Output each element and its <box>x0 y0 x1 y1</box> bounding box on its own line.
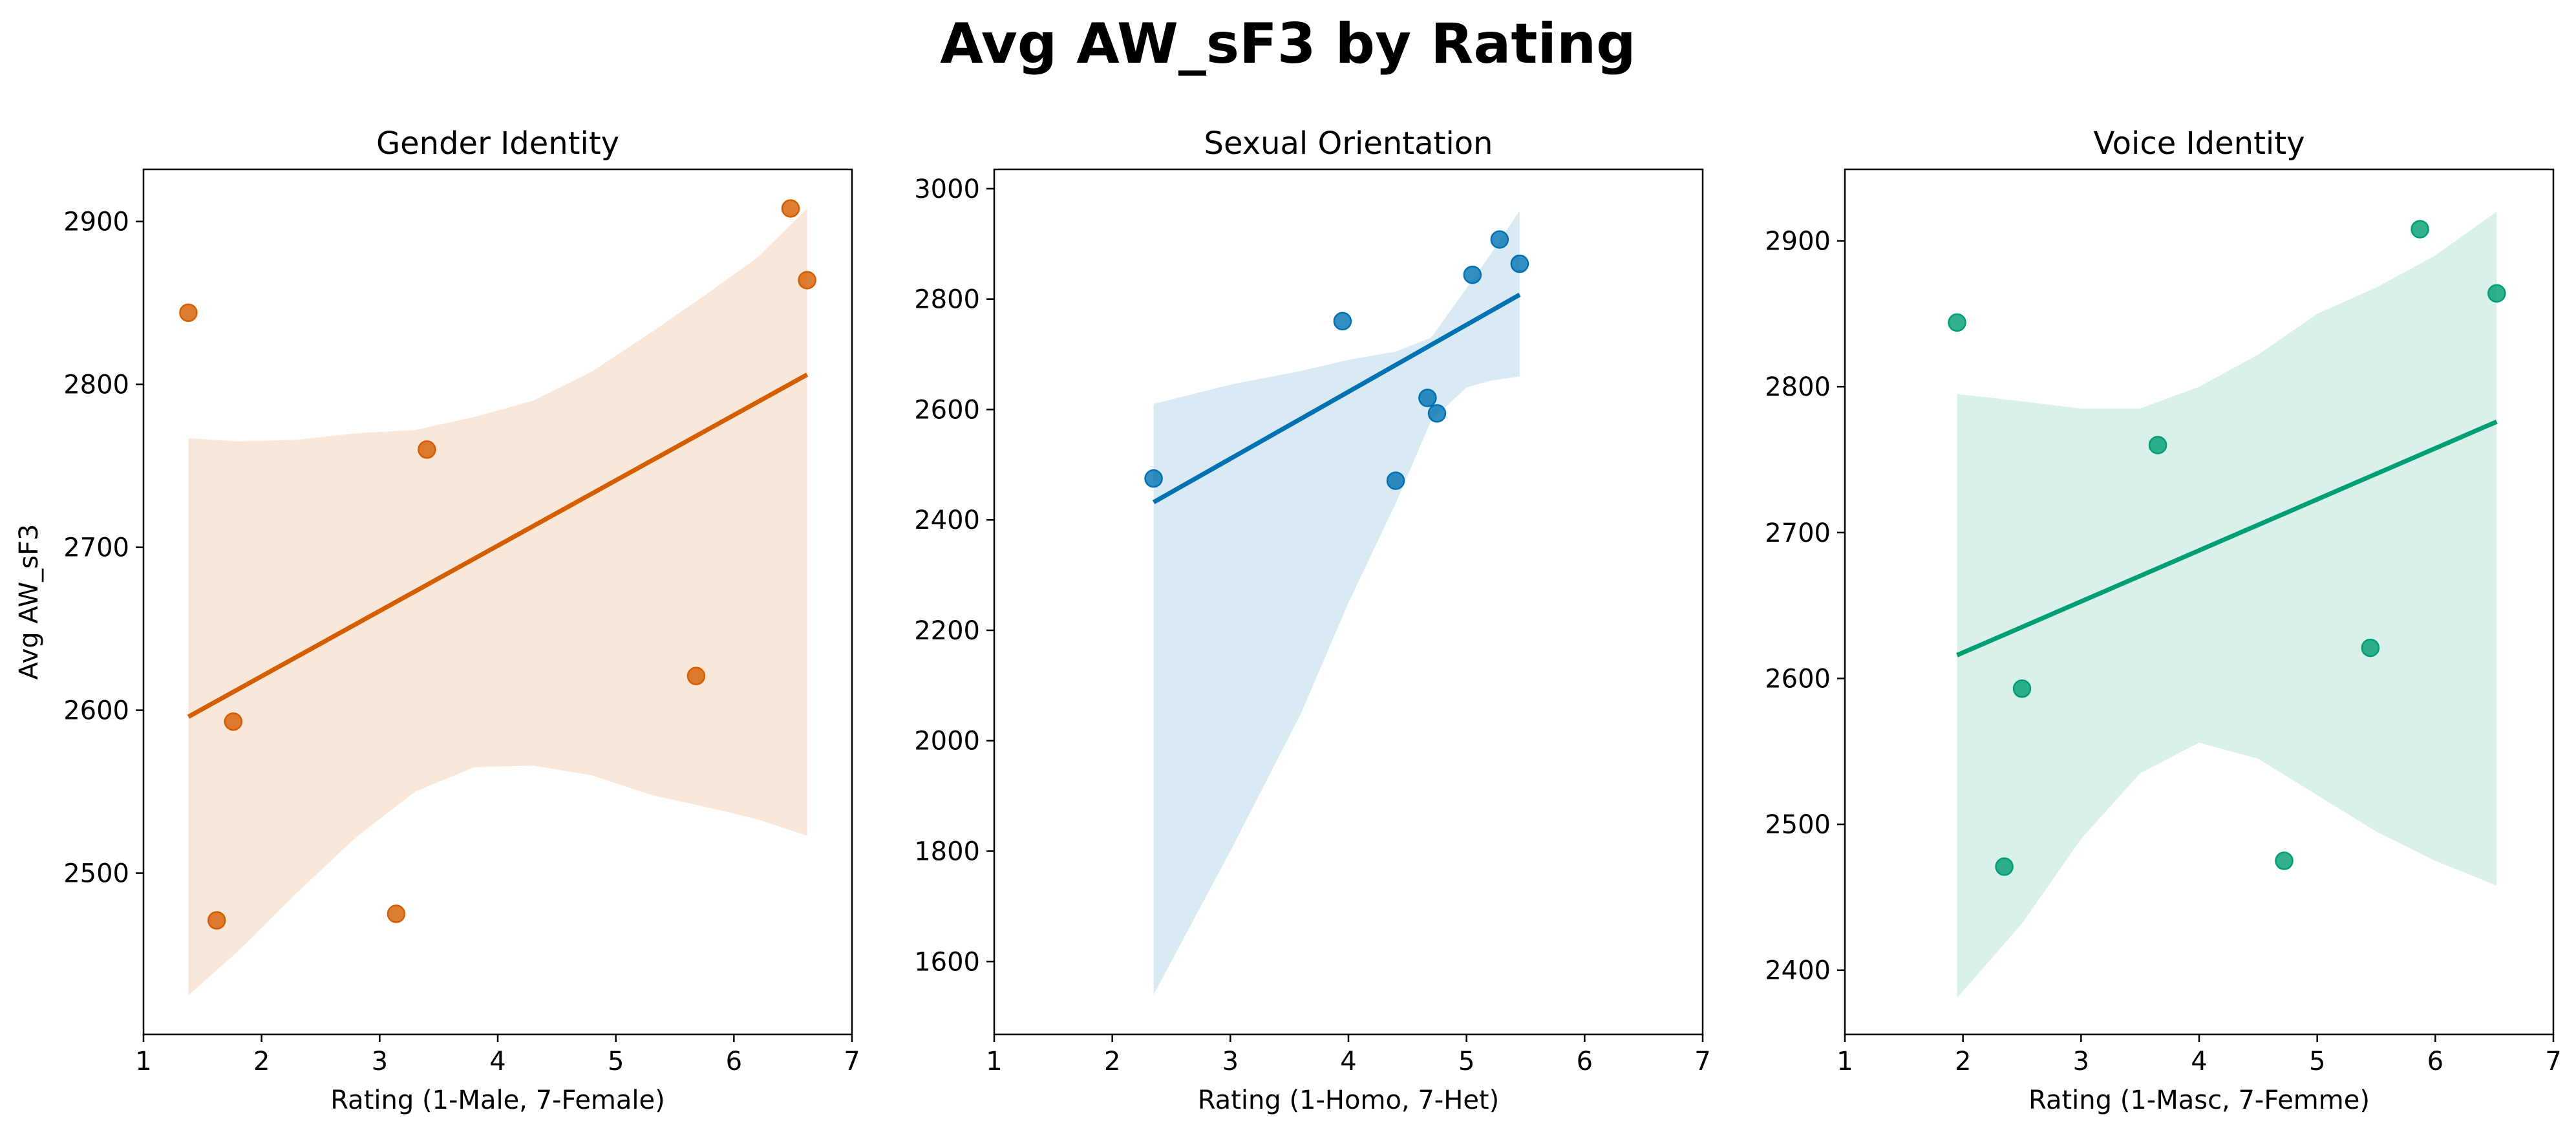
data-point <box>179 303 198 322</box>
y-tick-label: 2700 <box>1765 518 1831 548</box>
data-point <box>208 911 226 930</box>
x-tick-label: 5 <box>608 1047 624 1076</box>
data-point <box>798 271 816 290</box>
x-tick-label: 4 <box>1340 1047 1356 1076</box>
data-point <box>418 440 436 459</box>
y-tick-label: 2900 <box>1765 227 1831 257</box>
y-tick-label: 1600 <box>914 947 980 977</box>
x-tick-label: 7 <box>2545 1047 2561 1076</box>
subplot-3: 1 2 3 4 5 6 7 2400 2500 2600 2700 2800 2900 Voice Ide… <box>1765 125 2562 1115</box>
x-tick-label: 3 <box>1222 1047 1239 1076</box>
y-tick-label: 2600 <box>1765 664 1831 694</box>
figure-title: Avg AW_sF3 by Rating <box>940 12 1636 76</box>
data-point <box>2411 220 2429 239</box>
y-tick-label: 2600 <box>63 696 129 726</box>
x-tick-label: 5 <box>1458 1047 1474 1076</box>
data-point <box>1995 857 2014 876</box>
regression-line <box>187 372 809 719</box>
data-point <box>781 199 800 218</box>
data-point <box>224 712 243 731</box>
data-point <box>2361 638 2380 657</box>
data-point <box>687 667 706 685</box>
subplot-1: 1 2 3 4 5 6 7 2500 2600 2700 2800 2900 Gender Identi… <box>14 125 860 1115</box>
data-point <box>2148 436 2167 454</box>
x-tick-label: 5 <box>2309 1047 2325 1076</box>
subplot-title: Sexual Orientation <box>1204 125 1493 162</box>
data-point <box>387 904 406 923</box>
x-tick-label: 2 <box>1955 1047 1971 1076</box>
confidence-band <box>188 208 807 996</box>
data-point <box>1490 230 1509 249</box>
x-tick-label: 7 <box>844 1047 860 1076</box>
data-point <box>1386 471 1405 490</box>
x-tick-label: 6 <box>726 1047 742 1076</box>
data-point <box>1333 312 1352 331</box>
x-tick-label: 3 <box>2073 1047 2089 1076</box>
x-tick-label: 4 <box>489 1047 506 1076</box>
x-tick-label: 6 <box>2427 1047 2443 1076</box>
x-tick-label: 3 <box>372 1047 388 1076</box>
y-tick-label: 3000 <box>914 175 980 204</box>
x-axis-label: Rating (1-Masc, 7-Femme) <box>2028 1085 2370 1115</box>
y-tick-label: 2900 <box>63 208 129 237</box>
x-tick-label: 2 <box>1104 1047 1120 1076</box>
data-point <box>1418 389 1437 407</box>
y-tick-label: 2800 <box>1765 372 1831 402</box>
y-tick-label: 1800 <box>914 837 980 867</box>
regression-line <box>1956 420 2498 657</box>
data-point <box>1144 469 1163 488</box>
subplot-2: 1 2 3 4 5 6 7 1600 1800 2000 2200 2400 2600 2800 3000 S… <box>914 125 1711 1115</box>
data-point <box>1427 404 1447 423</box>
x-tick-label: 6 <box>1577 1047 1593 1076</box>
data-point <box>2275 851 2294 870</box>
x-tick-label: 1 <box>1836 1047 1853 1076</box>
y-tick-label: 2800 <box>914 285 980 315</box>
y-tick-label: 2400 <box>1765 956 1831 986</box>
data-point <box>2487 284 2506 303</box>
y-tick-label: 2200 <box>914 616 980 646</box>
y-tick-label: 2400 <box>914 506 980 535</box>
data-point <box>2012 679 2032 698</box>
data-point <box>1510 254 1529 273</box>
confidence-band <box>1957 211 2497 998</box>
subplot-title: Voice Identity <box>2094 125 2305 162</box>
y-tick-label: 2600 <box>914 395 980 425</box>
y-tick-label: 2500 <box>63 859 129 889</box>
x-axis-label: Rating (1-Homo, 7-Het) <box>1198 1085 1499 1115</box>
x-tick-label: 7 <box>1694 1047 1710 1076</box>
y-tick-label: 2800 <box>63 370 129 400</box>
regression-line <box>1152 292 1521 504</box>
y-tick-label: 2500 <box>1765 810 1831 840</box>
x-axis-label: Rating (1-Male, 7-Female) <box>330 1085 665 1115</box>
y-tick-label: 2000 <box>914 727 980 756</box>
y-axis-label: Avg AW_sF3 <box>14 524 44 680</box>
x-tick-label: 4 <box>2191 1047 2207 1076</box>
data-point <box>1463 265 1482 284</box>
x-tick-label: 2 <box>253 1047 270 1076</box>
subplot-title: Gender Identity <box>376 125 619 162</box>
x-tick-label: 1 <box>135 1047 151 1076</box>
y-tick-label: 2700 <box>63 533 129 563</box>
x-tick-label: 1 <box>986 1047 1002 1076</box>
data-point <box>1948 313 1966 332</box>
